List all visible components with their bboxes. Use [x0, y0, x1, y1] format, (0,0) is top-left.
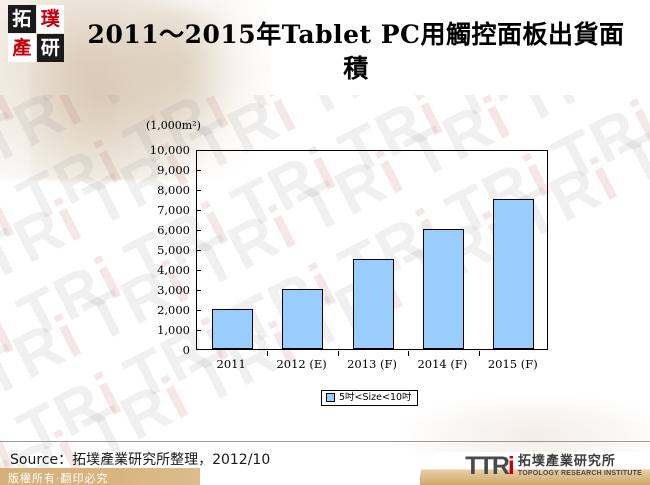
logo-char-1: 拓	[8, 5, 36, 33]
y-axis-tick-label: 1,000	[157, 323, 190, 337]
chart-bar	[282, 289, 324, 349]
y-axis-tick-mark	[196, 310, 201, 311]
tri-wordmark-accent: i	[507, 451, 515, 480]
x-axis-tick-label: 2012 (E)	[276, 357, 327, 371]
footer-divider	[0, 441, 650, 442]
y-axis-tick-label: 6,000	[157, 223, 190, 237]
chart-bar	[352, 259, 394, 349]
x-axis-tick-label: 2013 (F)	[347, 357, 397, 371]
legend-swatch-icon	[326, 393, 335, 403]
x-axis-tick-label: 2015 (F)	[487, 357, 538, 371]
x-axis-tick-mark	[478, 351, 480, 356]
x-axis-tick-mark	[267, 351, 269, 356]
x-axis-tick-label: 2014 (F)	[417, 357, 468, 371]
legend-label: 5吋<Size<10吋	[339, 392, 412, 403]
tri-brand-name-en: TOPOLOGY RESEARCH INSTITUTE	[517, 469, 642, 477]
tri-wordmark-prefix: TTR	[465, 451, 510, 480]
y-axis-tick-mark	[196, 230, 201, 231]
brand-band	[420, 452, 650, 485]
y-axis-tick-label: 8,000	[157, 183, 190, 197]
chart-legend: 5吋<Size<10吋	[321, 390, 418, 406]
y-axis-tick-label: 9,000	[157, 163, 190, 177]
source-text: Source：拓墣產業研究所整理，2012/10	[10, 452, 271, 468]
chart-unit-label: (1,000m²)	[146, 119, 201, 132]
page-title: 2011～2015年Tablet PC用觸控面板出貨面積	[87, 20, 625, 83]
chart-plot-area	[196, 150, 548, 356]
company-logo: 拓 璞 產 研	[8, 5, 64, 62]
y-axis-tick-label: 5,000	[157, 243, 190, 257]
y-axis-tick-label: 0	[182, 343, 190, 357]
chart-bar	[211, 309, 253, 349]
tri-brand-logo: TTRi 拓墣產業研究所 TOPOLOGY RESEARCH INSTITUTE	[465, 453, 642, 479]
y-axis-tick-label: 7,000	[157, 203, 190, 217]
copyright-bar	[0, 468, 200, 485]
y-axis-tick-mark	[196, 290, 201, 291]
tri-wordmark: TTRi	[465, 451, 515, 480]
logo-char-4: 研	[36, 34, 64, 62]
copyright-text: 版權所有‧翻印必究	[8, 472, 109, 485]
y-axis-tick-mark	[196, 190, 201, 191]
x-axis-tick-mark	[408, 351, 410, 356]
logo-char-2: 璞	[36, 5, 64, 33]
tri-brand-name-cn: 拓墣產業研究所	[517, 454, 616, 469]
chart-bar	[422, 229, 464, 349]
y-axis-tick-label: 4,000	[157, 263, 190, 277]
y-axis-tick-mark	[196, 270, 201, 271]
y-axis-tick-mark	[196, 210, 201, 211]
y-axis-tick-mark	[196, 330, 201, 331]
x-axis-tick-mark	[337, 351, 339, 356]
tri-brand-names: 拓墣產業研究所 TOPOLOGY RESEARCH INSTITUTE	[518, 455, 642, 477]
y-axis-tick-label: 3,000	[157, 283, 190, 297]
chart-bar	[493, 199, 535, 349]
y-axis-tick-mark	[196, 250, 201, 251]
x-axis-tick-label: 2011	[216, 357, 246, 371]
logo-char-3: 產	[8, 34, 36, 62]
y-axis-tick-label: 2,000	[157, 303, 190, 317]
y-axis-tick-label: 10,000	[149, 143, 190, 157]
